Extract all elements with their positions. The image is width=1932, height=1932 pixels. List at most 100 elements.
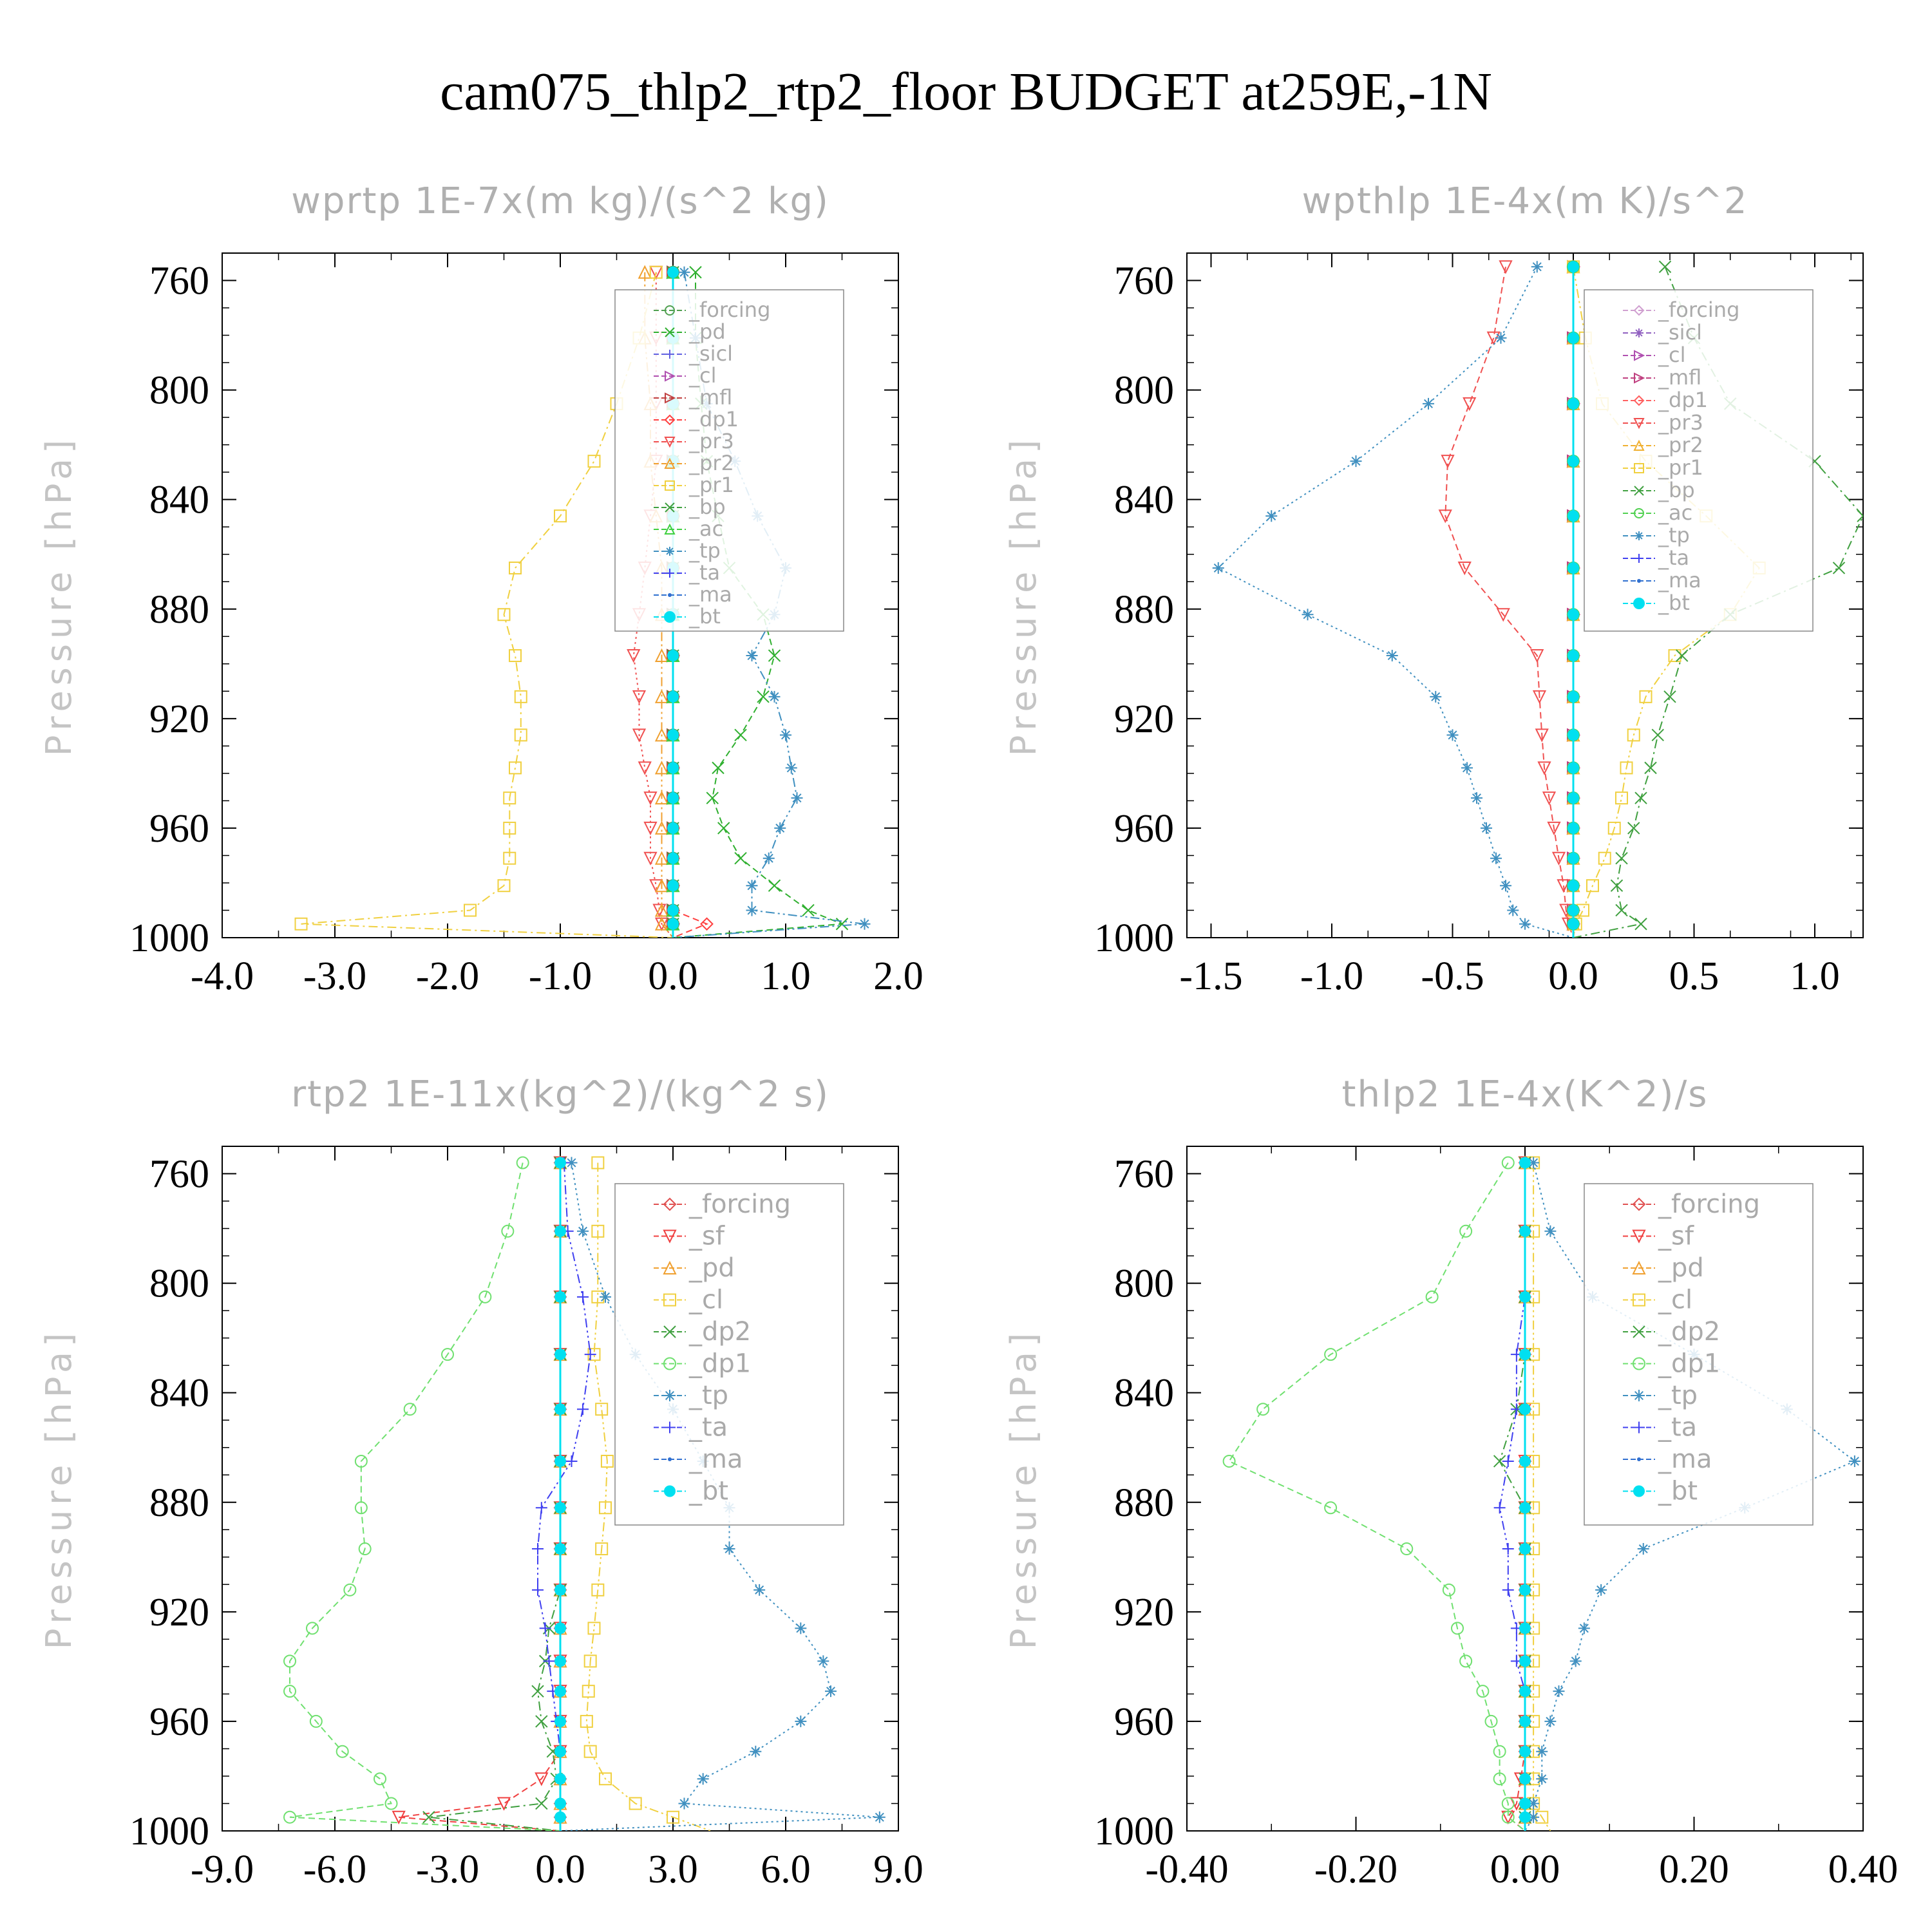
y-tick-label: 1000: [129, 1810, 209, 1853]
marker-triangle-down: [535, 1772, 549, 1786]
marker-cross: [768, 649, 781, 662]
legend-item: _sicl: [1623, 320, 1702, 345]
legend-item: _cl: [1623, 343, 1685, 367]
marker-circle: [1493, 1772, 1506, 1786]
marker-star: [1490, 852, 1502, 864]
legend-label: _sf: [1658, 1222, 1694, 1251]
marker-circle: [478, 1290, 492, 1303]
marker-cross: [712, 761, 724, 775]
marker-square: [1598, 851, 1611, 865]
plot-area: [1212, 260, 1863, 938]
marker-cross: [1832, 562, 1846, 574]
marker-filled-dot: [1519, 1455, 1531, 1467]
marker-plus: [565, 1455, 578, 1467]
legend-item: _ma: [654, 582, 732, 607]
marker-square: [294, 917, 308, 931]
x-tick-label: 9.0: [873, 1848, 923, 1891]
y-tick-label: 760: [1114, 260, 1174, 303]
marker-square: [554, 509, 567, 523]
x-tick-label: -0.20: [1314, 1848, 1397, 1891]
marker-square: [1634, 463, 1644, 473]
marker-filled-dot: [667, 822, 679, 834]
marker-plus: [664, 1421, 676, 1434]
x-tick-label: 0.20: [1659, 1848, 1729, 1891]
marker-filled-dot: [1519, 1349, 1531, 1361]
legend-item: _bp: [654, 495, 726, 519]
x-tick-label: -6.0: [303, 1848, 366, 1891]
marker-star: [1528, 1811, 1540, 1823]
marker-filled-dot: [667, 852, 679, 864]
marker-filled-dot: [1519, 1797, 1531, 1810]
y-tick-label: 960: [149, 1700, 209, 1744]
x-tick-label: 1.0: [1790, 954, 1840, 998]
panel-title: rtp2 1E-11x(kg^2)/(kg^2 s): [291, 1074, 829, 1115]
legend-label: _bp: [1658, 478, 1695, 502]
marker-filled-dot: [1519, 1157, 1531, 1169]
chart-panel-1: wprtp 1E-7x(m kg)/(s^2 kg) Pressure [hPa]…: [39, 180, 923, 998]
marker-filled-dot: [1519, 1685, 1531, 1698]
legend-label: _pr2: [688, 451, 734, 475]
marker-circle: [358, 1542, 372, 1556]
marker-star: [1848, 1455, 1861, 1467]
marker-triangle-down: [1438, 509, 1452, 524]
marker-filled-dot: [554, 1349, 566, 1361]
legend-label: _bt: [1658, 1477, 1698, 1506]
marker-cross: [757, 690, 770, 703]
marker-plus: [535, 1502, 547, 1514]
marker-cross: [422, 1811, 435, 1824]
legend-label: _dp1: [688, 407, 739, 431]
marker-square: [591, 1156, 605, 1170]
marker-filled-dot: [1567, 332, 1579, 344]
marker-triangle-up: [654, 851, 669, 865]
marker-triangle-down: [1632, 1229, 1646, 1244]
legend: _forcing_pd_sicl_cl_mfl_dp1_pr3_pr2_pr1_…: [614, 289, 844, 632]
series-line: [585, 1162, 711, 1831]
legend-item: _ta: [1623, 1413, 1697, 1443]
legend-item: _mfl: [654, 385, 732, 410]
marker-triangle-right: [665, 392, 676, 404]
legend-label: _bt: [688, 1477, 728, 1506]
marker-filled-dot: [664, 611, 676, 623]
legend-label: _bt: [688, 604, 721, 629]
y-tick-label: 1000: [1094, 1810, 1174, 1853]
marker-star: [600, 1291, 611, 1303]
y-tick-label: 920: [1114, 1591, 1174, 1634]
legend-label: _ma: [688, 1444, 743, 1474]
marker-star: [746, 650, 758, 662]
marker-filled-dot: [1567, 729, 1579, 741]
legend: _forcing_sicl_cl_mfl_dp1_pr3_pr2_pr1_bp_…: [1584, 289, 1814, 632]
marker-filled-dot: [1567, 904, 1579, 916]
x-tick-label: 0.5: [1669, 954, 1719, 998]
marker-square: [503, 851, 516, 865]
x-tick-label: -1.0: [1300, 954, 1363, 998]
marker-filled-dot: [554, 1773, 566, 1785]
y-tick-label: 1000: [129, 916, 209, 960]
legend-box: [1584, 1183, 1814, 1526]
marker-star: [1471, 792, 1482, 804]
series-cl: [1527, 1156, 1551, 1831]
marker-plus: [1502, 1543, 1514, 1555]
marker-triangle-up: [664, 523, 676, 535]
legend-label: _ac: [1658, 500, 1692, 525]
marker-star: [1423, 397, 1434, 410]
marker-cross: [1857, 509, 1863, 522]
series-bt: [1567, 261, 1579, 938]
legend-label: _ta: [1658, 1413, 1697, 1443]
marker-filled-dot: [1519, 1403, 1531, 1416]
legend-item: _bt: [654, 604, 721, 629]
marker-plus: [577, 1403, 589, 1416]
marker-triangle-down: [643, 851, 658, 866]
y-axis-label: Pressure [hPa]: [39, 435, 79, 756]
marker-plus: [665, 350, 674, 359]
marker-plus: [539, 1622, 551, 1634]
legend-label: _pd: [1658, 1253, 1704, 1283]
marker-plus: [532, 1543, 544, 1555]
y-tick-label: 880: [1114, 1481, 1174, 1525]
series-sf: [392, 1156, 567, 1831]
marker-triangle-up: [638, 265, 652, 279]
marker-square: [583, 1654, 597, 1668]
marker-star: [1500, 880, 1511, 892]
marker-filled-dot: [1567, 762, 1579, 774]
marker-circle: [1256, 1403, 1270, 1416]
x-tick-label: -2.0: [416, 954, 479, 998]
